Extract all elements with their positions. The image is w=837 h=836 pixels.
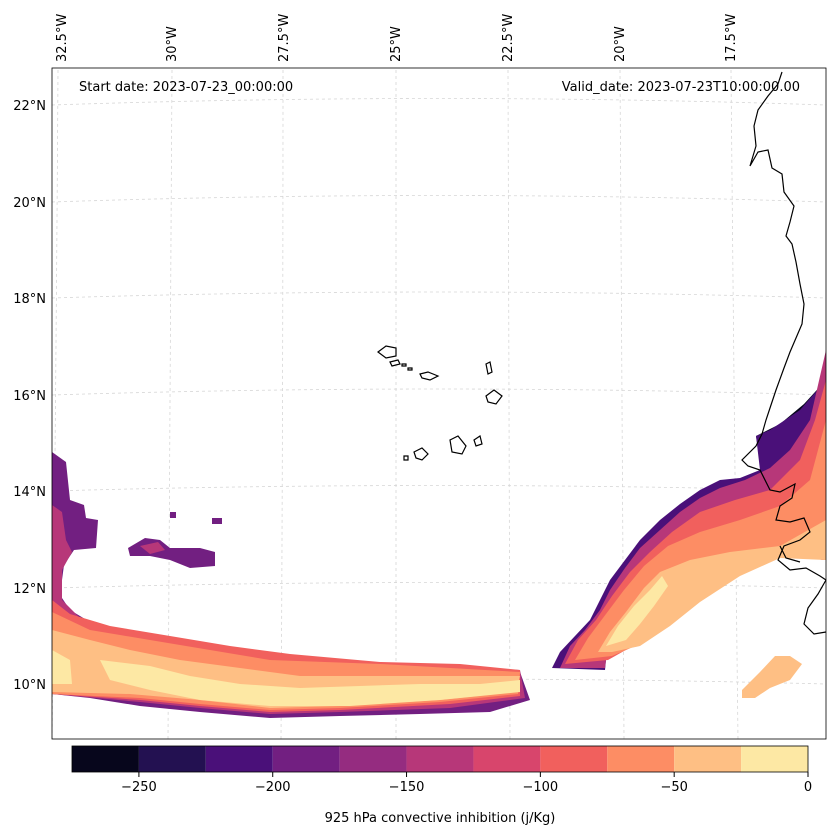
colorbar-tick-label: 0 [804, 780, 812, 795]
island-outline [419, 371, 440, 381]
parallel-line [51, 485, 827, 492]
coastline [741, 71, 827, 581]
parallel-line [51, 195, 827, 203]
colorbar-segment [205, 746, 273, 772]
longitude-label: 27.5°W [277, 14, 292, 62]
colorbar-tick-label: −200 [255, 780, 291, 795]
cin-field-west [52, 452, 530, 718]
cin-field-east [552, 330, 826, 698]
coastline [779, 545, 801, 563]
colorbar-segment [540, 746, 608, 772]
island-outline [401, 363, 407, 367]
latitude-label: 16°N [13, 389, 46, 404]
colorbar-tick-label: −150 [389, 780, 425, 795]
longitude-label: 25°W [389, 26, 404, 62]
colorbar-segment [339, 746, 407, 772]
latitude-label: 22°N [13, 99, 46, 114]
island-outline [407, 367, 413, 371]
latitude-label: 20°N [13, 196, 46, 211]
valid-date-label: Valid_date: 2023-07-23T10:00:00.00 [562, 80, 800, 95]
island-outline [389, 359, 401, 367]
parallel-line [51, 582, 827, 589]
colorbar-frame [71, 745, 809, 773]
meridian-line [167, 69, 173, 741]
latitude-label: 10°N [13, 678, 46, 693]
colorbar-label: 925 hPa convective inhibition (j/Kg) [325, 811, 556, 826]
latitude-label: 14°N [13, 485, 46, 500]
island-outline [449, 435, 467, 455]
cin-region [52, 650, 520, 706]
longitude-label: 32.5°W [55, 14, 70, 62]
cin-region [606, 576, 668, 646]
colorbar-tick-label: −250 [121, 780, 157, 795]
colorbar-segment [272, 746, 340, 772]
parallel-line [51, 291, 827, 299]
island-outline [473, 435, 483, 447]
colorbar-segment [741, 746, 808, 772]
latitude-label: 12°N [13, 582, 46, 597]
island-outline [413, 447, 429, 461]
colorbar-segment [473, 746, 541, 772]
longitude-label: 30°W [165, 26, 180, 62]
cin-region [128, 538, 215, 568]
cin-region [170, 512, 222, 524]
latitude-label: 18°N [13, 292, 46, 307]
start-date-label: Start date: 2023-07-23_00:00:00 [79, 80, 293, 95]
longitude-label: 20°W [613, 26, 628, 62]
cin-region [140, 542, 165, 554]
coastline [803, 579, 827, 635]
parallel-line [51, 98, 827, 106]
cin-region [742, 656, 802, 698]
meridian-line [619, 69, 625, 741]
meridian-line [280, 69, 284, 741]
map-frame [51, 67, 827, 740]
colorbar: −250 −200 −150 −100 −50 0 925 hPa convective … [71, 745, 812, 826]
longitude-label: 22.5°W [501, 14, 516, 62]
island-outline [485, 389, 503, 405]
colorbar-tick-label: −50 [660, 780, 687, 795]
longitude-label: 17.5°W [724, 14, 739, 62]
meridian-line [507, 69, 511, 741]
meridian-line [730, 69, 739, 741]
colorbar-tick-label: −100 [523, 780, 559, 795]
coastlines [377, 71, 827, 635]
colorbar-segment [406, 746, 474, 772]
meridian-line [51, 69, 59, 741]
cin-region [598, 520, 826, 652]
latitude-labels: 22°N 20°N 18°N 16°N 14°N 12°N 10°N [13, 99, 46, 693]
parallel-line [51, 388, 827, 396]
colorbar-segment [607, 746, 675, 772]
island-outline [377, 345, 397, 359]
island-outline [485, 361, 493, 375]
longitude-labels: 32.5°W 30°W 27.5°W 25°W 22.5°W 20°W 17.5… [55, 14, 739, 62]
colorbar-segment [674, 746, 742, 772]
island-outline [403, 455, 409, 461]
colorbar-segment [138, 746, 206, 772]
colorbar-segment [72, 746, 139, 772]
